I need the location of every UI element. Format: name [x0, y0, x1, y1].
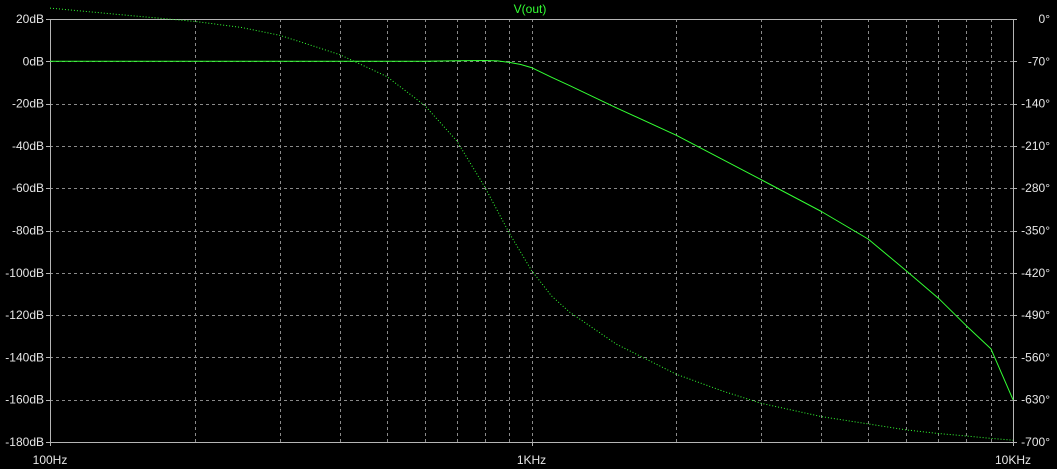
phase-trace: [49, 7, 1014, 441]
y-right-tick-label: -630°: [1021, 393, 1050, 407]
y-left-tick-label: 20dB: [16, 12, 44, 26]
axis-labels: 20dB 0dB -20dB -40dB -60dB -80dB -100dB -120dB -…: [5, 12, 1050, 467]
x-tick-label: 100Hz: [33, 453, 68, 467]
y-right-tick-label: -140°: [1021, 97, 1050, 111]
y-left-tick-label: -40dB: [12, 139, 44, 153]
y-right-tick-label: -210°: [1021, 139, 1050, 153]
x-tick-label: 10KHz: [995, 453, 1031, 467]
y-right-tick-label: -280°: [1021, 181, 1050, 195]
y-right-tick-label: -420°: [1021, 266, 1050, 280]
grid-lines: [50, 19, 1013, 442]
y-left-tick-label: -20dB: [12, 97, 44, 111]
y-left-tick-label: -120dB: [5, 308, 44, 322]
magnitude-trace: [50, 60, 1014, 400]
chart-title: V(out): [514, 2, 547, 16]
y-left-tick-label: -140dB: [5, 350, 44, 364]
y-right-tick-label: -350°: [1021, 224, 1050, 238]
y-right-tick-label: 0°: [1039, 12, 1051, 26]
y-right-tick-label: -490°: [1021, 308, 1050, 322]
y-right-tick-label: -560°: [1021, 350, 1050, 364]
y-left-tick-label: -160dB: [5, 393, 44, 407]
y-left-tick-label: -80dB: [12, 224, 44, 238]
traces: [49, 7, 1014, 441]
y-left-tick-label: -100dB: [5, 266, 44, 280]
x-tick-label: 1KHz: [517, 453, 546, 467]
y-left-tick-label: -60dB: [12, 181, 44, 195]
y-left-tick-label: 0dB: [23, 54, 44, 68]
y-right-tick-label: -70°: [1028, 54, 1050, 68]
y-left-tick-label: -180dB: [5, 435, 44, 449]
y-right-tick-label: -700°: [1021, 435, 1050, 449]
